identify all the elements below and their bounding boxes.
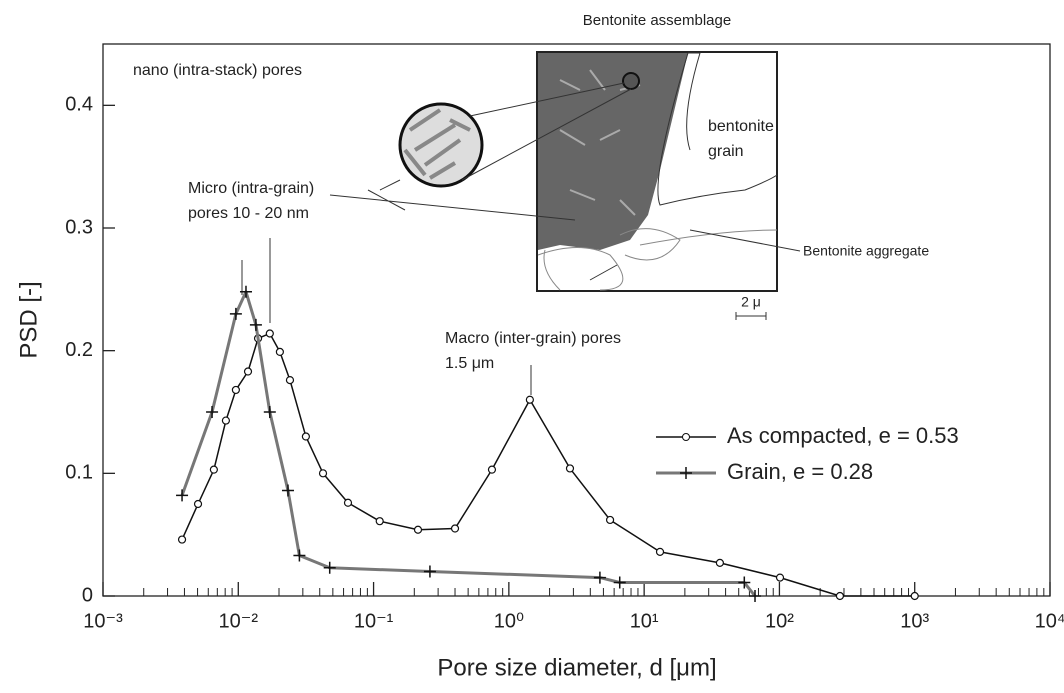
x-tick-label: 10⁰ [494,610,524,632]
y-tick-label: 0.2 [65,339,93,361]
legend-label: Grain, e = 0.28 [727,459,873,484]
point-marker [249,318,262,331]
point-marker [177,535,187,544]
annotation: Bentonite assemblage [583,12,731,29]
inset-image [398,51,778,320]
y-tick-label: 0.4 [65,94,93,116]
y-axis-label: PSD [-] [15,281,42,358]
x-tick-label: 10⁻¹ [354,610,394,632]
point-marker [176,489,189,502]
point-marker [323,561,336,574]
y-tick-label: 0.3 [65,216,93,238]
point-marker [285,376,295,385]
x-tick-label: 10² [765,610,794,632]
x-tick-label: 10⁻³ [83,610,123,632]
annotation: Macro (inter-grain) pores [445,330,621,347]
point-marker [221,416,231,425]
point-marker [715,558,724,567]
annotation: nano (intra-stack) pores [133,62,302,79]
point-marker [835,591,845,601]
y-tick-label: 0.1 [65,462,93,484]
y-tick-label: 0 [82,584,93,606]
point-marker [281,484,294,497]
annotation: Micro (intra-grain) [188,180,314,197]
point-marker [749,590,762,602]
point-marker [525,395,534,404]
point-marker [243,367,253,376]
legend-marker [680,467,692,479]
point-marker [593,571,606,584]
point-marker [613,576,626,589]
annotation: 2 μ [741,294,761,310]
point-marker [265,329,274,338]
x-tick-label: 10¹ [630,610,659,632]
point-marker [910,591,919,601]
point-marker [206,406,219,418]
point-marker [318,469,328,478]
x-tick-label: 10³ [900,610,929,632]
x-tick-label: 10⁴ [1035,610,1064,632]
plot-frame [102,43,1051,597]
point-marker [263,406,276,418]
point-marker [231,385,240,395]
point-marker [301,432,310,441]
annotation: pores 10 - 20 nm [188,205,309,222]
point-marker [229,307,242,320]
point-marker [275,347,284,356]
legend-label: As compacted, e = 0.53 [727,423,959,448]
x-tick-label: 10⁻² [219,610,259,632]
point-marker [343,498,353,507]
point-marker [209,465,218,474]
leader-lines [241,179,801,395]
annotation: grain [708,143,744,160]
point-marker [487,465,497,474]
point-marker [565,464,575,473]
point-marker [293,549,306,562]
point-marker [450,524,460,533]
point-marker [655,547,665,556]
point-marker [193,499,203,509]
legend-marker [682,433,690,441]
point-marker [423,565,436,578]
point-marker [413,525,423,534]
annotation: Bentonite aggregate [803,243,929,259]
annotation: 1.5 μm [445,355,494,372]
point-marker [775,573,785,582]
point-marker [605,515,615,525]
series-line [180,290,757,597]
annotation: bentonite [708,118,774,135]
point-marker [738,576,751,589]
point-marker [375,517,384,526]
x-axis-label: Pore size diameter, d [μm] [437,654,716,681]
point-marker [239,285,252,298]
